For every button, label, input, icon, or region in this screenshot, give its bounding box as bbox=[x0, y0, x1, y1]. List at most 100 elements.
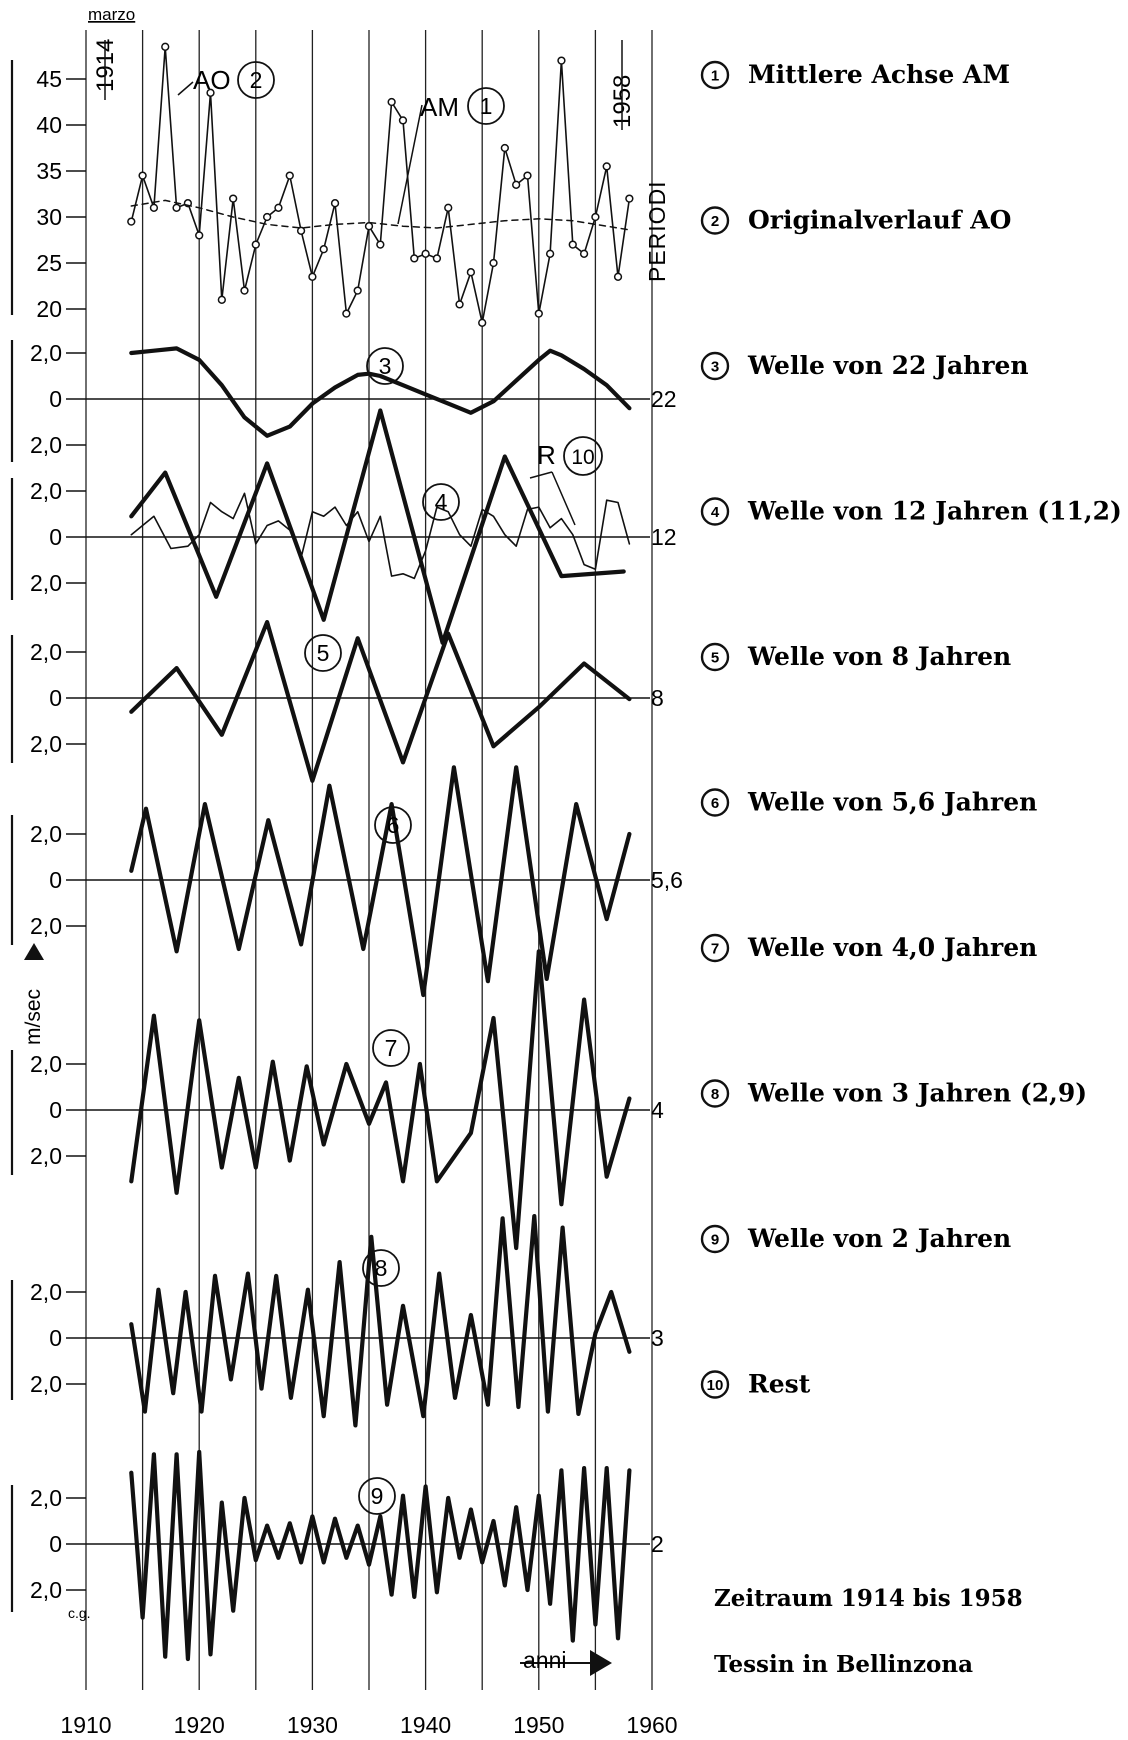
legend-number: 4 bbox=[711, 504, 720, 521]
callout-circle-3 bbox=[366, 347, 404, 385]
callouts: AO 2 AM 1 3 R 10 4 5 6 7 8 9 bbox=[177, 61, 603, 1515]
y-tick-label: 2,0 bbox=[30, 1485, 62, 1511]
data-point bbox=[296, 226, 306, 235]
x-tick-label: 1940 bbox=[400, 1712, 451, 1738]
data-point bbox=[489, 258, 498, 268]
y-tick-label: 20 bbox=[36, 296, 62, 322]
callout-circle-2 bbox=[237, 61, 275, 99]
data-point bbox=[217, 295, 226, 304]
data-point bbox=[523, 171, 532, 180]
y-tick-label: 2,0 bbox=[30, 731, 62, 757]
y-tick-label: 0 bbox=[49, 386, 62, 412]
legend-number: 5 bbox=[711, 650, 719, 667]
callout-circle-7 bbox=[372, 1029, 410, 1067]
y-tick-label: 45 bbox=[36, 66, 62, 92]
series-line bbox=[129, 949, 632, 1251]
top-label: marzo bbox=[88, 5, 135, 24]
data-point bbox=[387, 97, 396, 107]
callout-circle-5 bbox=[304, 634, 342, 672]
data-point bbox=[274, 203, 283, 212]
legend-label: Mittlere Achse AM bbox=[748, 60, 1010, 89]
data-point bbox=[195, 231, 204, 240]
data-point bbox=[319, 245, 328, 254]
period-label: 3 bbox=[651, 1325, 664, 1351]
data-point bbox=[364, 222, 374, 231]
series-line bbox=[129, 619, 632, 783]
callout-num-5: 5 bbox=[317, 640, 330, 666]
data-point bbox=[342, 309, 351, 318]
y-tick-label: 2,0 bbox=[30, 821, 62, 847]
legend-marker bbox=[700, 60, 730, 90]
data-point bbox=[330, 199, 340, 208]
data-point bbox=[172, 203, 181, 212]
data-point bbox=[478, 318, 487, 327]
callout-leader-ao bbox=[177, 81, 194, 96]
x-tick-label: 1960 bbox=[626, 1712, 677, 1738]
data-point bbox=[308, 272, 317, 281]
data-point bbox=[421, 249, 430, 258]
callout-circle-9 bbox=[358, 1477, 396, 1515]
callout-ao: AO bbox=[193, 65, 231, 95]
legend-number: 9 bbox=[711, 1232, 719, 1249]
y-tick-label: 2,0 bbox=[30, 1577, 62, 1603]
legend-label: Welle von 12 Jahren (11,2) bbox=[747, 497, 1122, 526]
data-point bbox=[534, 309, 543, 318]
data-point bbox=[500, 143, 509, 153]
series-line bbox=[130, 492, 631, 580]
legend-label: Welle von 2 Jahren bbox=[747, 1224, 1011, 1253]
data-point bbox=[625, 194, 634, 203]
data-point bbox=[251, 240, 260, 249]
header: marzo 1914 1958 PERIODI bbox=[88, 5, 670, 282]
notes: Zeitraum 1914 bis 1958 Tessin in Bellinz… bbox=[714, 1585, 1023, 1678]
x-tick-label: 1910 bbox=[60, 1712, 111, 1738]
data-point bbox=[229, 194, 238, 203]
data-point bbox=[444, 203, 453, 212]
legend-marker bbox=[700, 1370, 730, 1399]
period-label: 12 bbox=[651, 524, 677, 550]
y-tick-label: 2,0 bbox=[30, 1279, 62, 1305]
period-label: 5,6 bbox=[651, 867, 683, 893]
x-tick-label: 1920 bbox=[174, 1712, 225, 1738]
period-label: 22 bbox=[651, 386, 677, 412]
callout-num-9: 9 bbox=[371, 1483, 384, 1509]
y-tick-label: 0 bbox=[49, 1531, 62, 1557]
series-line bbox=[129, 346, 632, 438]
series-lines bbox=[127, 42, 634, 1662]
data-point bbox=[591, 212, 600, 222]
data-point bbox=[432, 254, 442, 263]
period-label: 8 bbox=[651, 685, 664, 711]
data-point bbox=[398, 116, 408, 125]
unit-label: m/sec c.g. bbox=[22, 943, 91, 1621]
period-label: 2 bbox=[651, 1531, 664, 1557]
callout-circle-4 bbox=[422, 483, 460, 521]
legend-label: Welle von 3 Jahren (2,9) bbox=[747, 1079, 1087, 1108]
y-tick-label: 2,0 bbox=[30, 639, 62, 665]
legend-marker bbox=[700, 788, 730, 817]
series-line bbox=[130, 199, 631, 231]
series-line bbox=[129, 408, 626, 645]
callout-circle-1 bbox=[467, 87, 505, 125]
x-axis-arrow-icon bbox=[590, 1650, 612, 1676]
data-point bbox=[545, 249, 555, 258]
y-axis-label: m/sec bbox=[22, 989, 45, 1045]
legend-marker bbox=[700, 497, 730, 526]
data-point bbox=[206, 88, 215, 97]
y-tick-label: 2,0 bbox=[30, 913, 62, 939]
data-point bbox=[149, 203, 159, 212]
x-tick-label: 1930 bbox=[287, 1712, 338, 1738]
y-tick-label: 0 bbox=[49, 685, 62, 711]
legend-number: 7 bbox=[711, 941, 719, 958]
legend-number: 3 bbox=[711, 359, 719, 376]
y-tick-label: 0 bbox=[49, 867, 62, 893]
y-tick-label: 0 bbox=[49, 524, 62, 550]
y-tick-label: 2,0 bbox=[30, 340, 62, 366]
note-period: Zeitraum 1914 bis 1958 bbox=[714, 1585, 1023, 1612]
data-point bbox=[138, 171, 147, 180]
callout-circle-8 bbox=[362, 1249, 400, 1287]
legend-marker bbox=[700, 933, 730, 963]
series-line bbox=[129, 1449, 632, 1662]
callout-num-4: 4 bbox=[435, 489, 448, 515]
callout-circle-10 bbox=[563, 436, 603, 476]
legend-label: Rest bbox=[748, 1370, 811, 1399]
